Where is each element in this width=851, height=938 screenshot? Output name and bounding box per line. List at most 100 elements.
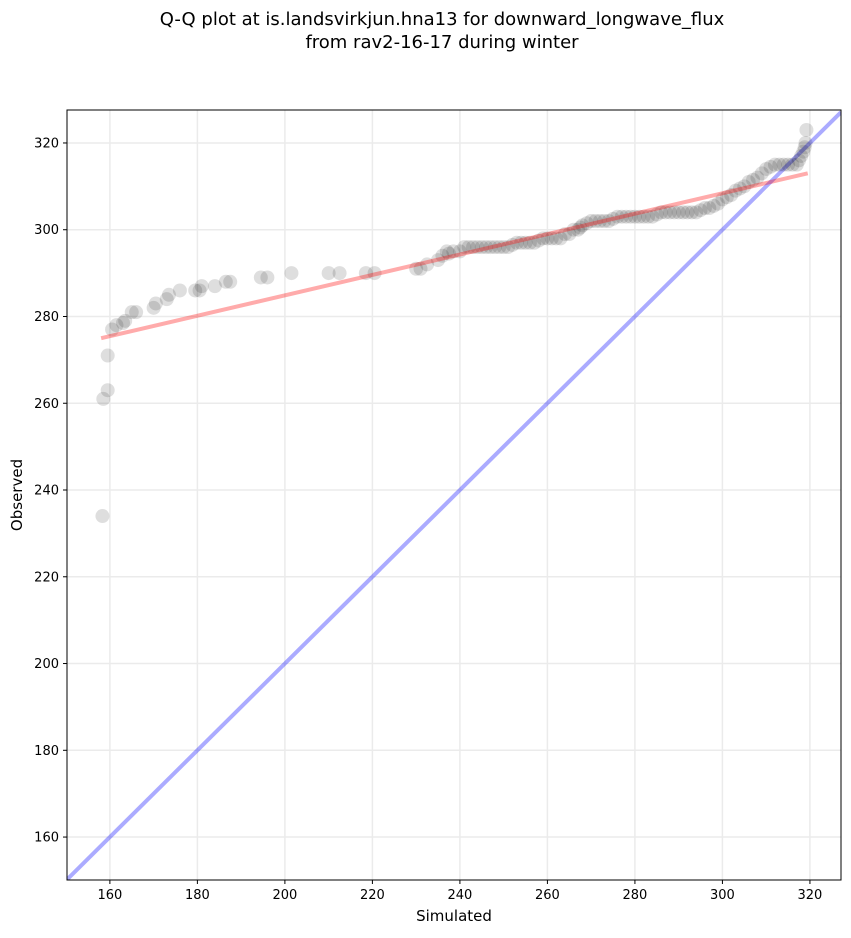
data-point <box>746 172 761 187</box>
data-point <box>496 240 511 255</box>
data-point <box>536 231 551 246</box>
data-point <box>446 244 461 259</box>
y-tick-label: 160 <box>34 831 59 846</box>
y-axis-label: Observed <box>8 459 26 531</box>
data-point <box>95 509 110 524</box>
data-point <box>592 214 607 229</box>
data-point <box>662 205 677 220</box>
data-point <box>531 233 546 248</box>
data-point <box>544 231 559 246</box>
data-point <box>789 157 804 172</box>
data-point <box>461 240 476 255</box>
data-point <box>207 279 222 294</box>
data-point <box>409 261 424 276</box>
data-point <box>645 209 660 224</box>
data-point <box>627 209 642 224</box>
data-point <box>253 270 268 285</box>
data-point <box>321 266 336 281</box>
data-point <box>260 270 275 285</box>
chart-title-line-2: from rav2-16-17 during winter <box>305 32 579 53</box>
data-point <box>452 244 467 259</box>
data-point <box>575 218 590 233</box>
data-point <box>435 248 450 263</box>
y-tick-label: 280 <box>34 310 59 325</box>
data-point <box>413 261 428 276</box>
x-tick-label: 260 <box>535 888 560 903</box>
data-point <box>116 315 131 330</box>
data-point <box>129 305 144 320</box>
x-tick-label: 280 <box>623 888 648 903</box>
data-point <box>483 240 498 255</box>
data-point <box>505 237 520 252</box>
data-point <box>737 179 752 194</box>
data-point <box>159 292 174 307</box>
data-point <box>732 181 747 196</box>
data-point <box>172 283 187 298</box>
data-point <box>584 214 599 229</box>
data-point <box>597 214 612 229</box>
data-point <box>367 266 382 281</box>
data-point <box>487 240 502 255</box>
plot-area-frame <box>66 109 842 881</box>
data-point <box>571 222 586 237</box>
data-point <box>750 170 765 185</box>
data-point <box>649 207 664 222</box>
data-point <box>439 244 454 259</box>
x-tick-label: 180 <box>185 888 210 903</box>
data-point <box>470 240 485 255</box>
data-point <box>767 157 782 172</box>
data-point <box>719 190 734 205</box>
data-point <box>728 183 743 198</box>
data-point <box>358 266 373 281</box>
x-tick-label: 160 <box>97 888 122 903</box>
data-point <box>192 283 207 298</box>
data-point <box>527 235 542 250</box>
data-point <box>124 305 139 320</box>
data-point <box>509 235 524 250</box>
data-point <box>741 175 756 190</box>
data-point <box>579 216 594 231</box>
data-point <box>614 209 629 224</box>
data-point <box>702 201 717 216</box>
data-point <box>715 192 730 207</box>
data-point <box>474 240 489 255</box>
data-point <box>610 209 625 224</box>
data-point <box>553 231 568 246</box>
x-tick-label: 220 <box>360 888 385 903</box>
y-tick-label: 200 <box>34 657 59 672</box>
data-point <box>763 159 778 174</box>
data-point <box>759 161 774 176</box>
chart-title-line-1: Q-Q plot at is.landsvirkjun.hna13 for do… <box>160 9 725 30</box>
data-point <box>601 214 616 229</box>
data-point <box>684 205 699 220</box>
data-point <box>632 209 647 224</box>
data-point <box>479 240 494 255</box>
data-point <box>680 205 695 220</box>
data-point <box>781 157 796 172</box>
data-point <box>689 205 704 220</box>
data-point <box>796 144 811 159</box>
identity-line <box>67 110 841 880</box>
data-point <box>797 140 812 155</box>
data-point <box>772 157 787 172</box>
data-point <box>636 209 651 224</box>
data-point <box>671 205 686 220</box>
data-point <box>109 318 124 333</box>
y-tick-label: 240 <box>34 484 59 499</box>
data-point <box>332 266 347 281</box>
data-point <box>218 274 233 289</box>
data-point <box>148 296 163 311</box>
data-point <box>667 205 682 220</box>
data-point <box>619 209 634 224</box>
data-point <box>466 240 481 255</box>
data-point <box>100 383 115 398</box>
data-point <box>161 287 176 302</box>
data-point <box>514 235 529 250</box>
x-axis-label: Simulated <box>416 907 492 925</box>
data-point <box>492 240 507 255</box>
data-point <box>754 166 769 181</box>
data-point <box>785 157 800 172</box>
y-tick-label: 220 <box>34 570 59 585</box>
